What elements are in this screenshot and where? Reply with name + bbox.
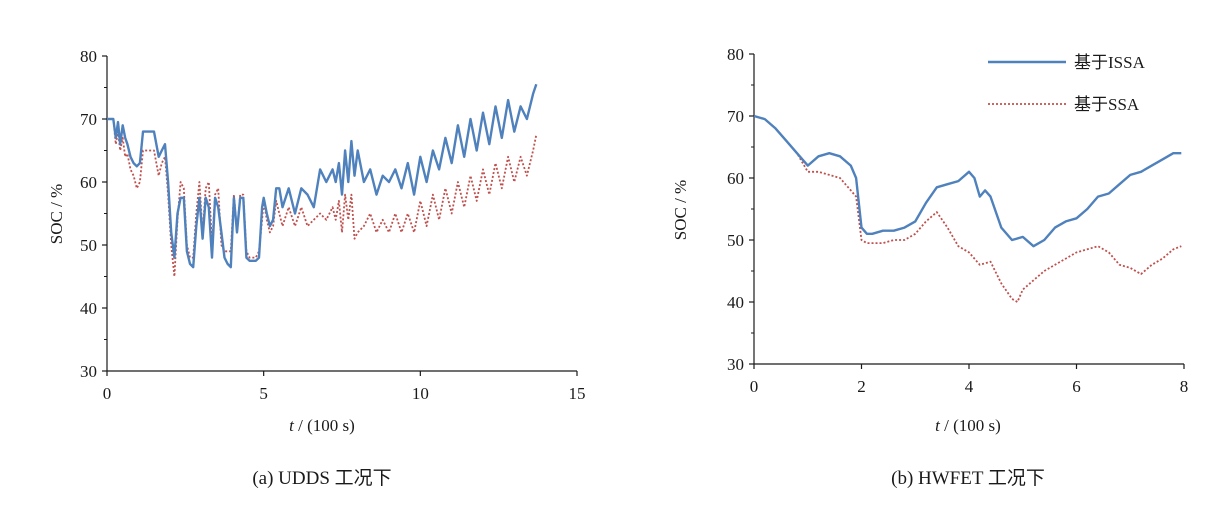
a-y-tick-label: 80: [80, 47, 97, 66]
b-x-tick-label: 8: [1180, 377, 1189, 396]
legend-label-issa: 基于ISSA: [1074, 53, 1146, 72]
b-series-line-ssa: [753, 115, 1182, 303]
b-y-tick-label: 60: [727, 169, 744, 188]
a-y-tick-label: 40: [80, 299, 97, 318]
a-x-tick-label: 0: [103, 384, 112, 403]
a-caption: (a) UDDS 工况下: [252, 468, 391, 489]
a-y-tick-label: 60: [80, 173, 97, 192]
b-x-tick-label: 2: [857, 377, 866, 396]
panel-b-hwfet: 30 40 50 60 70 80 0 2 4 6 8 SOC / % t / (100 s) (b) H…: [671, 45, 1188, 489]
b-x-axis-label-unit: / (100 s): [940, 416, 1001, 435]
a-y-tick-label: 30: [80, 362, 97, 381]
b-x-tick-label: 4: [965, 377, 974, 396]
a-series-line-issa: [107, 83, 538, 269]
b-x-axis-label-var: t: [935, 416, 941, 435]
b-x-tick-label: 0: [750, 377, 759, 396]
panel-a-udds: 30 40 50 60 70 80 0 5 10 15 SOC / % t / (100 s) (a) …: [47, 47, 586, 489]
b-x-axis-label: t / (100 s): [935, 416, 1001, 435]
b-y-tick-label: 30: [727, 355, 744, 374]
a-x-tick-label: 5: [259, 384, 268, 403]
a-y-axis-label: SOC / %: [47, 184, 66, 244]
b-y-tick-label: 50: [727, 231, 744, 250]
a-y-tick-label: 70: [80, 110, 97, 129]
a-x-axis-label-var: t: [289, 416, 295, 435]
a-y-tick-label: 50: [80, 236, 97, 255]
b-caption: (b) HWFET 工况下: [891, 468, 1045, 489]
b-y-axis-label: SOC / %: [671, 180, 690, 240]
legend-label-ssa: 基于SSA: [1074, 95, 1140, 114]
a-x-axis-label: t / (100 s): [289, 416, 355, 435]
b-series-line-issa: [753, 114, 1182, 248]
a-series-line-ssa: [107, 118, 538, 278]
b-x-tick-label: 6: [1072, 377, 1081, 396]
b-y-tick-label: 70: [727, 107, 744, 126]
a-x-axis-label-unit: / (100 s): [294, 416, 355, 435]
a-x-tick-label: 15: [569, 384, 586, 403]
a-x-tick-label: 10: [412, 384, 429, 403]
b-y-tick-label: 40: [727, 293, 744, 312]
b-y-tick-label: 80: [727, 45, 744, 64]
